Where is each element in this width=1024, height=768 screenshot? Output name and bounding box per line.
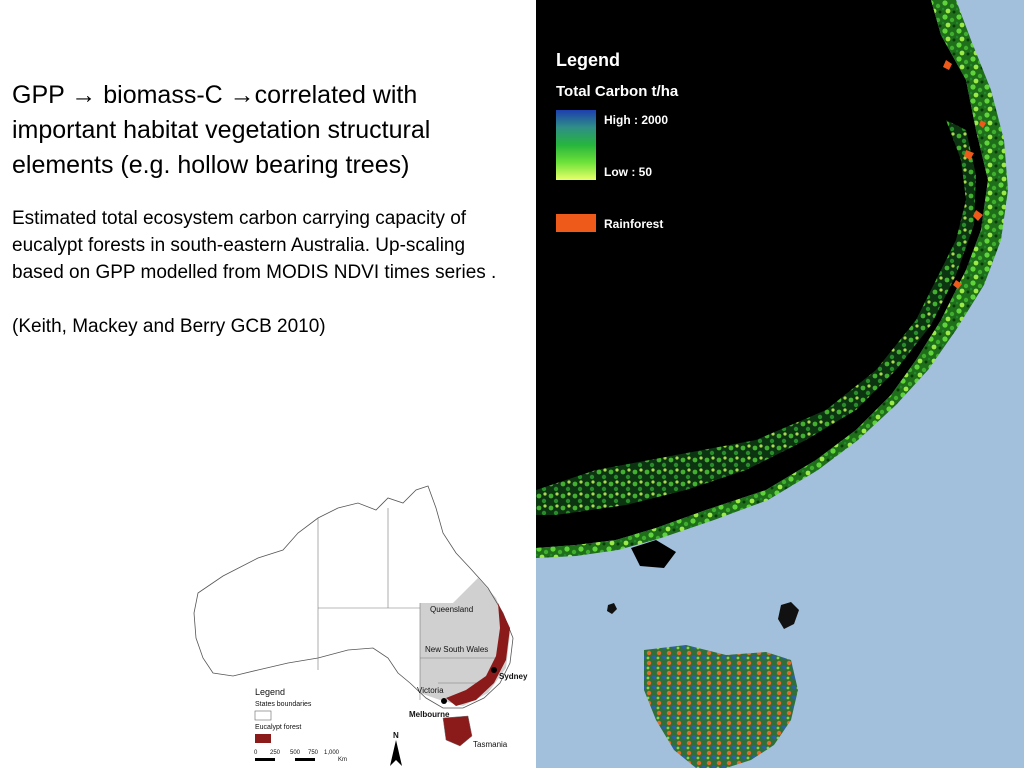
carbon-map-graphic: [536, 0, 1008, 768]
inset-legend-title: Legend: [255, 687, 286, 697]
legend-low-label: Low : 50: [604, 165, 653, 179]
legend-title: Legend: [556, 50, 621, 70]
inset-legend-boundaries: States boundaries: [255, 701, 312, 708]
rainforest-swatch: [556, 214, 596, 232]
label-tasmania: Tasmania: [473, 740, 508, 749]
australia-inset-map: Queensland New South Wales Victoria Tasm…: [188, 478, 529, 768]
label-sydney: Sydney: [499, 672, 528, 681]
carbon-map: [536, 0, 1024, 768]
slide-citation: (Keith, Mackey and Berry GCB 2010): [12, 316, 326, 337]
label-victoria: Victoria: [417, 686, 444, 695]
inset-legend-forest: Eucalypt forest: [255, 724, 302, 731]
scale-unit: Km: [338, 757, 347, 763]
carbon-color-ramp: [556, 110, 596, 180]
slide-heading: GPP → biomass-C →correlated with importa…: [12, 78, 512, 183]
legend-subtitle: Total Carbon t/ha: [556, 83, 679, 100]
slide-text: GPP → biomass-C →correlated with importa…: [12, 78, 512, 340]
heading-correlated: correlated with important habitat vegeta…: [12, 81, 431, 179]
label-melbourne: Melbourne: [409, 710, 450, 719]
legend-rainforest-label: Rainforest: [604, 217, 664, 231]
scale-tick-500: 500: [290, 750, 301, 756]
heading-gpp: GPP: [12, 81, 65, 109]
slide-description: Estimated total ecosystem carbon carryin…: [12, 208, 497, 283]
scale-tick-1000: 1,000: [324, 750, 340, 756]
arrow-right-icon: →: [71, 81, 97, 109]
scale-tick-250: 250: [270, 750, 281, 756]
australia-outline-graphic: [193, 485, 514, 766]
label-nsw: New South Wales: [425, 645, 489, 654]
north-arrow-icon: N: [393, 731, 399, 740]
heading-biomass: biomass-C: [96, 81, 230, 109]
label-queensland: Queensland: [430, 605, 474, 614]
scale-tick-750: 750: [308, 750, 319, 756]
legend-high-label: High : 2000: [604, 113, 669, 127]
arrow-right-icon: →: [229, 81, 255, 109]
scale-tick-0: 0: [254, 750, 258, 756]
